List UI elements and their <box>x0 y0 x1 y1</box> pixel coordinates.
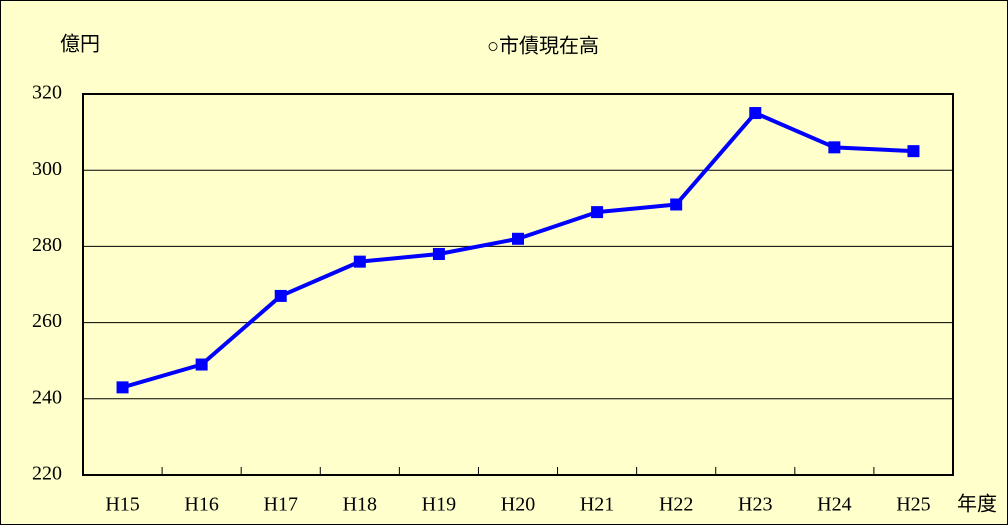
chart-title: ○市債現在高 <box>487 35 599 58</box>
data-point <box>670 198 683 211</box>
x-tick-label: H19 <box>422 494 456 516</box>
x-tick-label: H25 <box>896 494 930 516</box>
x-tick-label: H16 <box>184 494 218 516</box>
data-point <box>195 358 208 371</box>
data-point <box>907 145 920 158</box>
x-tick-label: H15 <box>105 494 139 516</box>
x-tick-label: H18 <box>343 494 377 516</box>
data-point <box>353 255 366 268</box>
x-axis-label: 年度 <box>957 493 997 516</box>
y-tick-label: 240 <box>32 386 62 408</box>
data-point <box>749 107 762 120</box>
data-point <box>828 141 841 154</box>
y-tick-label: 220 <box>32 463 62 485</box>
data-point <box>116 381 129 394</box>
x-tick-label: H21 <box>580 494 614 516</box>
x-tick-label: H20 <box>501 494 535 516</box>
x-tick-label: H22 <box>659 494 693 516</box>
data-point <box>432 248 445 261</box>
y-axis-label: 億円 <box>60 33 100 56</box>
data-point <box>591 206 604 219</box>
data-point <box>512 232 524 245</box>
y-tick-label: 260 <box>32 310 62 332</box>
y-tick-label: 300 <box>32 158 62 180</box>
data-point <box>274 289 287 302</box>
x-tick-label: H17 <box>264 494 298 516</box>
y-tick-label: 320 <box>32 82 62 104</box>
plot-area-border <box>82 93 954 476</box>
x-tick-label: H23 <box>738 494 772 516</box>
y-tick-label: 280 <box>32 234 62 256</box>
x-tick-label: H24 <box>817 494 851 516</box>
